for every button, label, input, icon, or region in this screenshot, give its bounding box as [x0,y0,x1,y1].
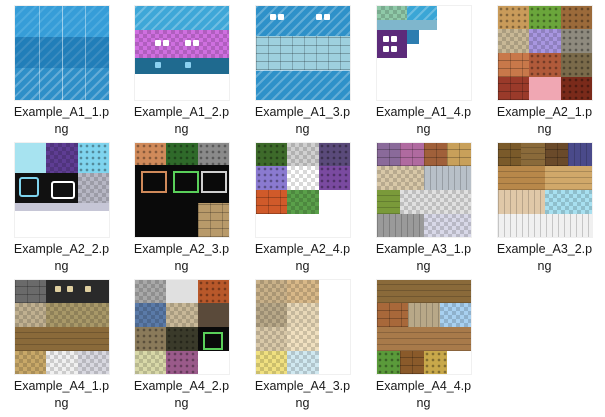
file-name-line2: ng [416,122,431,136]
image-thumbnail [255,280,350,374]
image-thumbnail [497,143,592,237]
file-tile[interactable]: Example_A2_3.p ng [122,143,241,275]
file-name-line1: Example_A1_3.p [254,105,351,119]
file-name-line2: ng [537,122,552,136]
file-name-line2: ng [54,122,69,136]
image-thumbnail [376,6,471,100]
image-thumbnail [14,143,109,237]
image-thumbnail [14,6,109,100]
file-tile[interactable]: Example_A4_2.p ng [122,280,241,412]
file-name-line1: Example_A4_3.p [254,379,351,393]
file-tile[interactable]: Example_A1_3.p ng [243,6,362,138]
file-name-line1: Example_A2_1.p [496,105,593,119]
file-name-line1: Example_A2_2.p [13,242,110,256]
image-thumbnail [14,280,109,374]
file-tile[interactable]: Example_A2_2.p ng [2,143,121,275]
file-name-line2: ng [295,396,310,410]
file-tile[interactable]: Example_A4_4.p ng [364,280,483,412]
file-name-line1: Example_A2_3.p [133,242,230,256]
image-thumbnail [376,143,471,237]
image-thumbnail [134,143,229,237]
file-name-line1: Example_A1_2.p [133,105,230,119]
file-tile[interactable]: Example_A2_1.p ng [485,6,604,138]
file-name-line2: ng [174,122,189,136]
file-name-line2: ng [54,259,69,273]
image-thumbnail [497,6,592,100]
image-thumbnail [376,280,471,374]
file-name-line1: Example_A1_4.p [375,105,472,119]
image-thumbnail [255,6,350,100]
image-thumbnail [255,143,350,237]
file-tile[interactable]: Example_A1_2.p ng [122,6,241,138]
file-name-line2: ng [54,396,69,410]
file-name-line1: Example_A4_4.p [375,379,472,393]
file-name-line2: ng [537,259,552,273]
file-name-line1: Example_A2_4.p [254,242,351,256]
file-tile[interactable]: Example_A4_1.p ng [2,280,121,412]
file-name-line1: Example_A3_2.p [496,242,593,256]
file-name-line2: ng [295,259,310,273]
file-name-line1: Example_A4_1.p [13,379,110,393]
file-tile[interactable]: Example_A3_1.p ng [364,143,483,275]
file-name-line1: Example_A1_1.p [13,105,110,119]
file-name-line2: ng [174,396,189,410]
file-tile[interactable]: Example_A1_1.p ng [2,6,121,138]
file-tile[interactable]: Example_A1_4.p ng [364,6,483,138]
file-name-line2: ng [416,396,431,410]
file-name-line1: Example_A3_1.p [375,242,472,256]
file-name-line2: ng [295,122,310,136]
file-tile[interactable]: Example_A3_2.p ng [485,143,604,275]
image-thumbnail [134,6,229,100]
file-tile[interactable]: Example_A2_4.p ng [243,143,362,275]
file-tile[interactable]: Example_A4_3.p ng [243,280,362,412]
file-name-line2: ng [416,259,431,273]
file-name-line2: ng [174,259,189,273]
file-name-line1: Example_A4_2.p [133,379,230,393]
image-thumbnail [134,280,229,374]
